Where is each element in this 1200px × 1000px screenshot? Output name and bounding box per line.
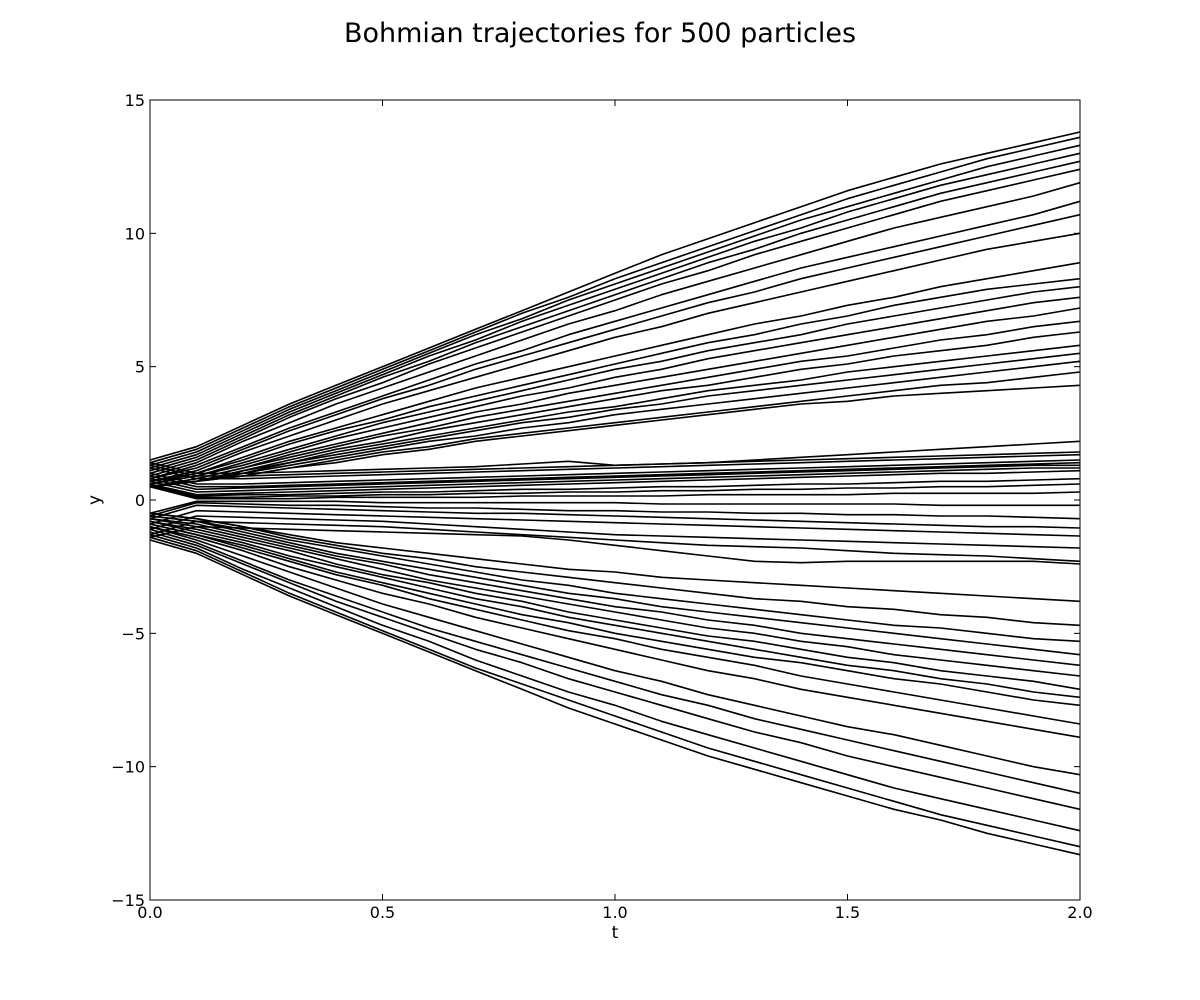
trajectory-line-14 bbox=[149, 307, 1081, 488]
trajectory-line-19 bbox=[149, 360, 1081, 488]
y-tick-label: −5 bbox=[121, 624, 145, 643]
trajectory-line-42 bbox=[149, 515, 1081, 643]
y-tick-label: 15 bbox=[125, 91, 145, 110]
y-tick-label: −15 bbox=[111, 891, 145, 910]
trajectory-line-50 bbox=[149, 525, 1081, 739]
y-tick-label: 5 bbox=[135, 358, 145, 377]
trajectory-line-41 bbox=[149, 512, 1081, 627]
trajectory-line-35 bbox=[149, 504, 1081, 529]
trajectory-line-8 bbox=[149, 213, 1081, 480]
trajectory-line-6 bbox=[149, 181, 1081, 477]
trajectory-line-32 bbox=[149, 485, 1081, 500]
trajectory-line-55 bbox=[149, 536, 1081, 848]
trajectory-lines bbox=[149, 131, 1081, 856]
y-axis-label: y bbox=[85, 495, 105, 505]
trajectory-line-7 bbox=[149, 200, 1081, 480]
trajectory-line-36 bbox=[149, 509, 1081, 537]
trajectory-line-44 bbox=[149, 517, 1081, 667]
trajectory-line-21 bbox=[149, 384, 1081, 488]
trajectory-line-53 bbox=[149, 531, 1081, 811]
trajectory-line-23 bbox=[149, 451, 1081, 477]
x-axis-label: t bbox=[612, 923, 619, 943]
trajectory-line-13 bbox=[149, 296, 1081, 485]
trajectory-line-0 bbox=[149, 131, 1081, 461]
trajectory-line-16 bbox=[149, 331, 1081, 488]
trajectory-line-2 bbox=[149, 144, 1081, 467]
x-tick-label: 0.0 bbox=[137, 903, 162, 922]
trajectory-line-52 bbox=[149, 528, 1081, 795]
trajectory-line-1 bbox=[149, 136, 1081, 464]
trajectory-line-5 bbox=[149, 168, 1081, 475]
trajectory-line-37 bbox=[149, 515, 1081, 549]
trajectory-line-9 bbox=[149, 232, 1081, 483]
trajectory-line-11 bbox=[149, 277, 1081, 485]
trajectory-line-4 bbox=[149, 160, 1081, 472]
trajectory-line-54 bbox=[149, 533, 1081, 832]
y-tick-label: 0 bbox=[135, 491, 145, 510]
trajectory-line-24 bbox=[149, 453, 1081, 480]
trajectory-line-51 bbox=[149, 525, 1081, 776]
y-axis-ticks: −15 −10 −5 0 5 10 15 bbox=[111, 91, 1080, 910]
trajectory-line-49 bbox=[149, 523, 1081, 725]
trajectory-line-31 bbox=[149, 483, 1081, 499]
x-tick-label: 2.0 bbox=[1067, 903, 1092, 922]
x-tick-label: 1.0 bbox=[602, 903, 627, 922]
trajectory-line-26 bbox=[149, 461, 1081, 488]
chart-title: Bohmian trajectories for 500 particles bbox=[344, 18, 856, 49]
trajectory-line-20 bbox=[149, 371, 1081, 488]
trajectory-line-40 bbox=[149, 512, 1081, 603]
trajectory-line-30 bbox=[149, 477, 1081, 497]
trajectory-line-12 bbox=[149, 285, 1081, 485]
x-tick-label: 1.5 bbox=[835, 903, 860, 922]
trajectory-line-10 bbox=[149, 261, 1081, 483]
trajectory-line-28 bbox=[149, 467, 1080, 493]
x-axis-ticks: 0.0 0.5 1.0 1.5 2.0 bbox=[137, 100, 1093, 922]
trajectory-line-46 bbox=[149, 520, 1081, 691]
trajectory-line-15 bbox=[149, 320, 1081, 488]
x-tick-label: 0.5 bbox=[370, 903, 395, 922]
trajectory-line-39 bbox=[149, 525, 1081, 565]
trajectory-line-3 bbox=[149, 152, 1081, 469]
y-tick-label: −10 bbox=[111, 758, 145, 777]
trajectory-line-34 bbox=[149, 501, 1081, 520]
trajectory-line-47 bbox=[149, 520, 1081, 699]
trajectory-line-38 bbox=[149, 520, 1081, 563]
y-tick-label: 10 bbox=[125, 224, 145, 243]
trajectory-line-43 bbox=[149, 515, 1081, 656]
trajectory-line-25 bbox=[149, 459, 1081, 485]
trajectory-line-17 bbox=[149, 344, 1081, 488]
trajectory-line-45 bbox=[149, 517, 1081, 677]
trajectory-line-56 bbox=[149, 539, 1081, 856]
trajectory-line-33 bbox=[149, 500, 1080, 515]
trajectory-line-48 bbox=[149, 523, 1081, 707]
trajectory-line-27 bbox=[149, 464, 1080, 491]
trajectory-line-29 bbox=[149, 469, 1081, 496]
trajectory-line-18 bbox=[149, 352, 1081, 488]
